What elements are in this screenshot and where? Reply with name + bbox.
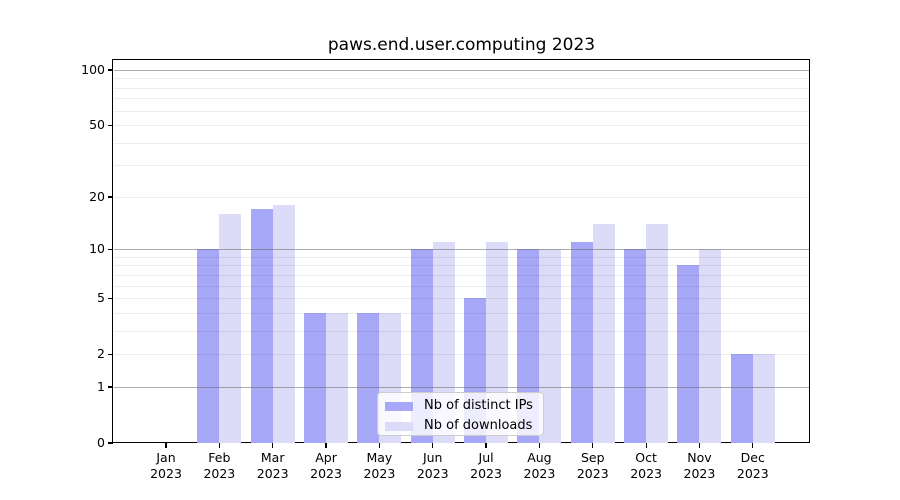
legend-swatch-downloads: [385, 422, 413, 431]
x-tick-label: Jan 2023: [150, 450, 182, 481]
x-tick-mark: [645, 443, 647, 448]
y-tick-label: 2: [97, 346, 105, 362]
x-tick-mark: [752, 443, 754, 448]
x-tick-label: Aug 2023: [523, 450, 556, 481]
y-tick-label: 100: [81, 62, 105, 77]
y-tick-label: 1: [97, 378, 105, 394]
x-tick-label: Apr 2023: [310, 450, 342, 481]
y-tick-label: 0: [97, 435, 105, 450]
legend: Nb of distinct IPs Nb of downloads: [377, 392, 544, 436]
x-tick-label: Feb 2023: [203, 450, 236, 481]
x-tick-mark: [485, 443, 487, 448]
chart-title: paws.end.user.computing 2023: [327, 35, 596, 55]
legend-item-downloads: Nb of downloads: [378, 416, 543, 436]
x-tick-mark: [592, 443, 594, 448]
x-tick-label: Jul 2023: [470, 450, 502, 481]
y-tick-label: 5: [97, 290, 105, 306]
x-tick-mark: [325, 443, 327, 448]
x-tick-label: Mar 2023: [256, 450, 289, 481]
x-tick-mark: [272, 443, 274, 448]
y-tick-label: 20: [89, 188, 105, 204]
x-tick-label: Nov 2023: [683, 450, 716, 481]
legend-swatch-distinct-ips: [385, 402, 413, 411]
x-tick-mark: [218, 443, 221, 448]
x-tick-mark: [432, 443, 434, 448]
legend-item-distinct-ips: Nb of distinct IPs: [378, 396, 543, 416]
x-tick-label: May 2023: [363, 450, 396, 481]
x-tick-mark: [538, 443, 541, 448]
legend-label: Nb of distinct IPs: [424, 398, 533, 413]
x-tick-label: Sep 2023: [576, 450, 609, 481]
x-tick-label: Oct 2023: [630, 450, 662, 481]
x-tick-label: Dec 2023: [736, 450, 769, 481]
plot-area: [112, 59, 810, 443]
x-tick-label: Jun 2023: [416, 450, 449, 481]
x-tick-mark: [378, 443, 381, 448]
legend-label: Nb of downloads: [424, 418, 533, 433]
x-tick-mark: [165, 443, 167, 448]
y-tick-label: 50: [89, 117, 105, 133]
x-tick-mark: [698, 443, 701, 448]
y-tick-label: 10: [89, 241, 105, 257]
